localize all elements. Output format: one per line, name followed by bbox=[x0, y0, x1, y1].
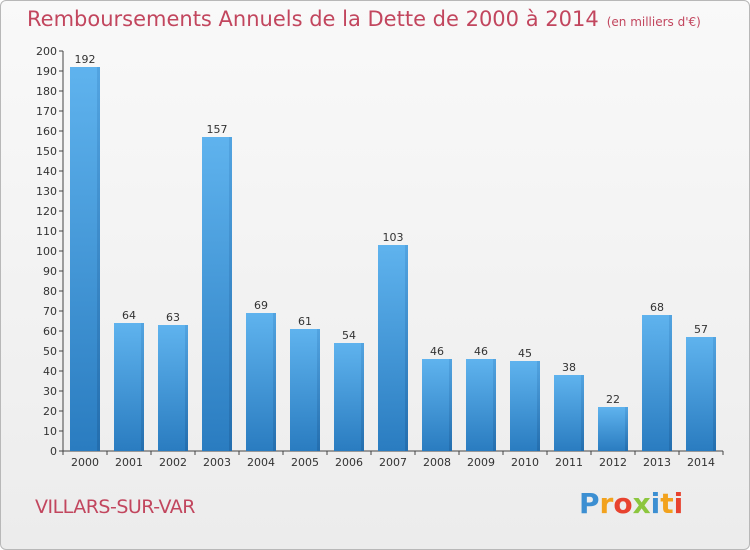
y-tick-label: 60 bbox=[43, 325, 57, 338]
y-tick-label: 180 bbox=[36, 85, 57, 98]
x-tick-label: 2009 bbox=[467, 456, 495, 469]
proxiti-logo: Proxiti bbox=[579, 487, 683, 520]
y-tick-label: 130 bbox=[36, 185, 57, 198]
bar-edge bbox=[317, 329, 320, 451]
bar bbox=[246, 313, 276, 451]
x-tick-label: 2006 bbox=[335, 456, 363, 469]
logo-letter: i bbox=[673, 487, 684, 520]
x-tick-label: 2005 bbox=[291, 456, 319, 469]
y-tick-label: 30 bbox=[43, 385, 57, 398]
bar-edge bbox=[229, 137, 232, 451]
y-tick-label: 120 bbox=[36, 205, 57, 218]
bar bbox=[686, 337, 716, 451]
bar bbox=[422, 359, 452, 451]
y-tick-label: 140 bbox=[36, 165, 57, 178]
bar bbox=[70, 67, 100, 451]
bar bbox=[510, 361, 540, 451]
x-tick-label: 2014 bbox=[687, 456, 715, 469]
x-tick-label: 2013 bbox=[643, 456, 671, 469]
x-tick-label: 2010 bbox=[511, 456, 539, 469]
bar-value-label: 64 bbox=[122, 309, 136, 322]
bar bbox=[642, 315, 672, 451]
bar-value-label: 63 bbox=[166, 311, 180, 324]
bars-group: 192 64 63 157 69 61 54 103 46 46 45 38 22 68 57 bbox=[70, 53, 716, 451]
y-tick-label: 200 bbox=[36, 45, 57, 58]
bar bbox=[202, 137, 232, 451]
x-tick-label: 2008 bbox=[423, 456, 451, 469]
bar-edge bbox=[669, 315, 672, 451]
y-tick-label: 90 bbox=[43, 265, 57, 278]
bar-edge bbox=[625, 407, 628, 451]
y-tick-label: 190 bbox=[36, 65, 57, 78]
y-axis: 0 10 20 30 40 50 60 70 80 90 100 110 120 130 140 150 160… bbox=[36, 45, 64, 458]
bar-value-label: 103 bbox=[383, 231, 404, 244]
bar-value-label: 68 bbox=[650, 301, 664, 314]
y-tick-label: 40 bbox=[43, 365, 57, 378]
y-tick-label: 0 bbox=[50, 445, 57, 458]
y-tick-label: 10 bbox=[43, 425, 57, 438]
logo-letter: x bbox=[632, 487, 651, 520]
bar bbox=[334, 343, 364, 451]
x-tick-label: 2011 bbox=[555, 456, 583, 469]
chart-title-text: Remboursements Annuels de la Dette de 20… bbox=[27, 7, 599, 31]
bar bbox=[378, 245, 408, 451]
y-tick-label: 110 bbox=[36, 225, 57, 238]
y-tick-label: 100 bbox=[36, 245, 57, 258]
bar-edge bbox=[537, 361, 540, 451]
x-tick-label: 2001 bbox=[115, 456, 143, 469]
bar-edge bbox=[185, 325, 188, 451]
bar bbox=[290, 329, 320, 451]
x-tick-label: 2003 bbox=[203, 456, 231, 469]
chart-title: Remboursements Annuels de la Dette de 20… bbox=[27, 7, 701, 31]
x-tick-label: 2000 bbox=[71, 456, 99, 469]
bar bbox=[158, 325, 188, 451]
y-tick-label: 150 bbox=[36, 145, 57, 158]
bar-value-label: 38 bbox=[562, 361, 576, 374]
chart-unit-label: (en milliers d'€) bbox=[606, 15, 701, 29]
bar-edge bbox=[581, 375, 584, 451]
bar-edge bbox=[493, 359, 496, 451]
y-tick-label: 20 bbox=[43, 405, 57, 418]
logo-letter: r bbox=[599, 487, 614, 520]
bar-value-label: 46 bbox=[474, 345, 488, 358]
bar-value-label: 157 bbox=[207, 123, 228, 136]
x-tick-label: 2004 bbox=[247, 456, 275, 469]
bar-edge bbox=[273, 313, 276, 451]
y-tick-label: 50 bbox=[43, 345, 57, 358]
bar bbox=[554, 375, 584, 451]
logo-letter: i bbox=[650, 487, 661, 520]
y-tick-label: 70 bbox=[43, 305, 57, 318]
bar-value-label: 61 bbox=[298, 315, 312, 328]
logo-letter: P bbox=[579, 487, 600, 520]
x-tick-label: 2007 bbox=[379, 456, 407, 469]
bar-edge bbox=[97, 67, 100, 451]
bar-value-label: 69 bbox=[254, 299, 268, 312]
y-tick-label: 170 bbox=[36, 105, 57, 118]
logo-letter: t bbox=[660, 487, 674, 520]
bar-edge bbox=[141, 323, 144, 451]
y-tick-label: 160 bbox=[36, 125, 57, 138]
bar-value-label: 46 bbox=[430, 345, 444, 358]
bar-edge bbox=[361, 343, 364, 451]
bar-value-label: 192 bbox=[75, 53, 96, 66]
bar bbox=[466, 359, 496, 451]
bar-value-label: 54 bbox=[342, 329, 356, 342]
bar-value-label: 22 bbox=[606, 393, 620, 406]
x-tick-label: 2012 bbox=[599, 456, 627, 469]
bar-edge bbox=[713, 337, 716, 451]
bar-value-label: 45 bbox=[518, 347, 532, 360]
bar bbox=[114, 323, 144, 451]
y-tick-label: 80 bbox=[43, 285, 57, 298]
logo-letter: o bbox=[613, 487, 633, 520]
x-tick-label: 2002 bbox=[159, 456, 187, 469]
bar-edge bbox=[449, 359, 452, 451]
bar-value-label: 57 bbox=[694, 323, 708, 336]
commune-name: VILLARS-SUR-VAR bbox=[35, 496, 195, 518]
bar bbox=[598, 407, 628, 451]
x-axis: 2000 2001 2002 2003 2004 2005 2006 2007 2008 2009… bbox=[62, 450, 724, 469]
bar-edge bbox=[405, 245, 408, 451]
